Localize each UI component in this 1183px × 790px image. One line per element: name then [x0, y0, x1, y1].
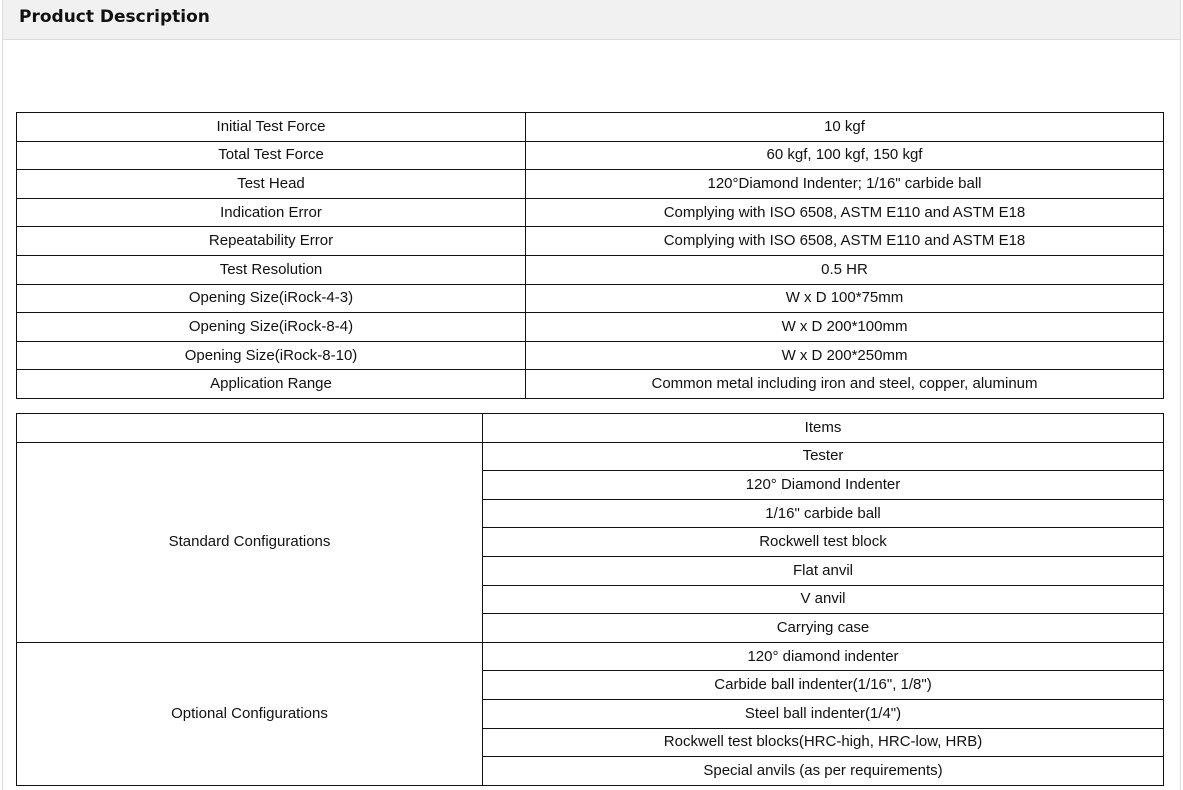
config-row: 120° Diamond Indenter: [17, 470, 1164, 500]
spec-label: Application Range: [16, 369, 526, 399]
spec-label: Opening Size(iRock-8-4): [16, 312, 526, 342]
config-item: Tester: [482, 441, 1164, 472]
config-row: Optional Configurations 120° diamond inde…: [16, 641, 1164, 786]
config-item: 120° Diamond Indenter: [482, 470, 1164, 500]
config-header-label: [16, 413, 483, 443]
spec-value: 0.5 HR: [525, 254, 1164, 285]
spec-value: 60 kgf, 100 kgf, 150 kgf: [525, 140, 1164, 171]
config-item: Special anvils (as per requirements): [482, 756, 1164, 786]
spec-row: Application Range Common metal including …: [16, 369, 1164, 399]
spec-label: Opening Size(iRock-8-10): [16, 340, 526, 371]
config-row: Rockwell test blocks(HRC-high, HRC-low, …: [17, 727, 1164, 758]
config-item: Steel ball indenter(1/4"): [482, 698, 1164, 729]
spec-label: Opening Size(iRock-4-3): [16, 283, 526, 314]
spec-label: Test Resolution: [16, 254, 526, 285]
config-row: Rockwell test block: [17, 527, 1164, 557]
spec-row: Test Resolution 0.5 HR: [16, 254, 1164, 285]
config-item: Rockwell test block: [482, 527, 1164, 557]
spec-label: Repeatability Error: [16, 226, 526, 256]
config-row: Carbide ball indenter(1/16", 1/8"): [17, 670, 1164, 700]
spec-value: W x D 100*75mm: [525, 283, 1164, 314]
spec-row: Opening Size(iRock-8-10) W x D 200*250mm: [16, 340, 1164, 371]
spec-label: Indication Error: [16, 197, 526, 228]
config-item: 1/16" carbide ball: [482, 498, 1164, 529]
spec-row: Opening Size(iRock-8-4) W x D 200*100mm: [16, 312, 1164, 342]
spec-row: Total Test Force 60 kgf, 100 kgf, 150 kgf: [16, 140, 1164, 171]
config-row: Standard Configurations Tester: [16, 441, 1164, 643]
panel-title: Product Description: [19, 7, 210, 27]
config-table: Items Standard Configurations Tester 120° D…: [16, 413, 1164, 786]
spec-value: Complying with ISO 6508, ASTM E110 and A…: [525, 197, 1164, 228]
config-header-items: Items: [482, 413, 1164, 443]
spec-label: Total Test Force: [16, 140, 526, 171]
spec-value: Common metal including iron and steel, c…: [525, 369, 1164, 399]
config-row: Special anvils (as per requirements): [17, 756, 1164, 786]
spec-row: Test Head 120°Diamond Indenter; 1/16" car…: [16, 169, 1164, 199]
config-item: Carbide ball indenter(1/16", 1/8"): [482, 670, 1164, 700]
config-row: Carrying case: [17, 613, 1164, 643]
spec-value: W x D 200*250mm: [525, 340, 1164, 371]
spec-row: Opening Size(iRock-4-3) W x D 100*75mm: [16, 283, 1164, 314]
config-item: Rockwell test blocks(HRC-high, HRC-low, …: [482, 727, 1164, 758]
spec-value: W x D 200*100mm: [525, 312, 1164, 342]
spec-row: Repeatability Error Complying with ISO 65…: [16, 226, 1164, 256]
config-item: 120° diamond indenter: [482, 641, 1164, 672]
config-item: Flat anvil: [482, 555, 1164, 586]
config-item: Carrying case: [482, 613, 1164, 643]
spec-row: Initial Test Force 10 kgf: [16, 112, 1164, 142]
config-row: Steel ball indenter(1/4"): [17, 698, 1164, 729]
spec-label: Test Head: [16, 169, 526, 199]
spec-value: 120°Diamond Indenter; 1/16" carbide ball: [525, 169, 1164, 199]
config-group-label: Optional Configurations: [16, 641, 483, 786]
spec-table: Initial Test Force 10 kgf Total Test Force…: [16, 112, 1164, 399]
spec-value: Complying with ISO 6508, ASTM E110 and A…: [525, 226, 1164, 256]
spec-row: Indication Error Complying with ISO 6508,…: [16, 197, 1164, 228]
config-group-label: Standard Configurations: [16, 441, 483, 643]
config-header-row: Items: [16, 413, 1164, 443]
spec-value: 10 kgf: [525, 112, 1164, 142]
panel-header: Product Description: [3, 0, 1180, 40]
spec-label: Initial Test Force: [16, 112, 526, 142]
config-item: V anvil: [482, 584, 1164, 615]
